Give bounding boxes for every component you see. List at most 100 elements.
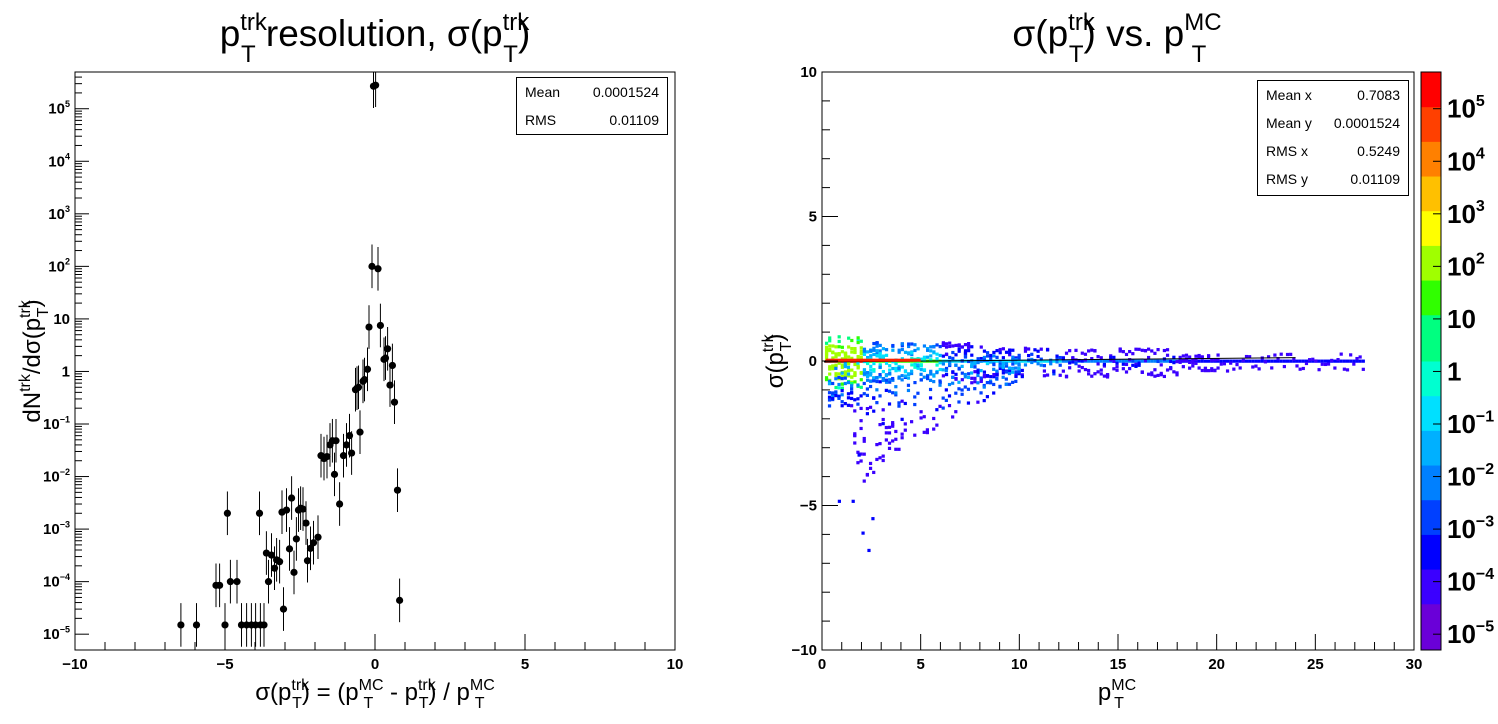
colorbar-band: [1421, 291, 1441, 304]
heatmap-cell: [954, 391, 958, 395]
heatmap-cell: [1251, 359, 1255, 363]
heatmap-cell: [1096, 359, 1100, 363]
heatmap-cell: [1055, 360, 1059, 364]
heatmap-cell: [872, 341, 876, 346]
heatmap-cell: [1206, 369, 1211, 373]
heatmap-cell: [906, 383, 911, 387]
heatmap-cell: [853, 350, 857, 354]
colorbar-band: [1421, 615, 1441, 628]
heatmap-cell: [960, 392, 964, 396]
right-x-tick-label: 15: [1110, 656, 1127, 673]
heatmap-cell: [1216, 366, 1220, 370]
heatmap-cell: [967, 349, 971, 353]
heatmap-cell: [916, 363, 920, 367]
heatmap-cell: [869, 371, 873, 375]
heatmap-cell: [1165, 359, 1170, 363]
heatmap-cell: [891, 366, 895, 371]
heatmap-cell: [1045, 373, 1050, 377]
heatmap-cell: [837, 372, 841, 376]
heatmap-cell: [875, 457, 879, 462]
heatmap-cell: [868, 379, 873, 383]
heatmap-cell: [982, 370, 987, 374]
colorbar-band: [1421, 361, 1441, 374]
heatmap-cell: [862, 347, 867, 351]
heatmap-cell: [1175, 371, 1179, 375]
heatmap-cell: [850, 338, 854, 343]
heatmap-cell: [1194, 354, 1198, 358]
heatmap-cell: [1301, 359, 1305, 363]
heatmap-cell: [891, 348, 895, 352]
heatmap-cell: [1361, 359, 1365, 363]
heatmap-cell: [1008, 368, 1012, 373]
heatmap-cell: [982, 355, 987, 360]
heatmap-cell: [1213, 369, 1217, 373]
heatmap-cell: [1140, 348, 1144, 352]
colorbar-band: [1421, 314, 1441, 327]
heatmap-cell: [1071, 356, 1075, 361]
heatmap-cell: [1266, 355, 1271, 359]
heatmap-peak-cells: [825, 358, 921, 362]
heatmap-cell: [1004, 364, 1009, 368]
heatmap-cell: [827, 398, 832, 402]
heatmap-cell: [866, 373, 870, 377]
heatmap-cell: [941, 342, 945, 346]
heatmap-cell: [888, 378, 892, 382]
heatmap-cell: [1244, 359, 1249, 363]
heatmap-cell: [1001, 364, 1005, 369]
heatmap-cell: [913, 362, 917, 366]
heatmap-cell: [903, 370, 908, 374]
colorbar-band: [1421, 337, 1441, 350]
data-point: [384, 345, 392, 353]
heatmap-cell: [1191, 364, 1195, 368]
heatmap-cell: [903, 350, 908, 354]
colorbar-band: [1421, 222, 1441, 235]
heatmap-cell: [910, 371, 914, 376]
heatmap-cell: [910, 352, 914, 357]
heatmap-cell: [960, 378, 964, 382]
heatmap-cell: [824, 378, 829, 382]
heatmap-cell: [1150, 373, 1154, 377]
heatmap-cell: [1225, 359, 1230, 363]
heatmap-cell: [850, 396, 854, 401]
heatmap-cell: [1273, 359, 1277, 363]
heatmap-cell: [1298, 367, 1302, 371]
heatmap-cell: [1289, 352, 1293, 356]
heatmap-cell: [992, 359, 996, 363]
data-point: [303, 557, 312, 565]
heatmap-cell: [1169, 359, 1173, 364]
heatmap-cell: [1188, 355, 1192, 359]
heatmap-cell: [875, 443, 879, 447]
heatmap-cell: [850, 382, 854, 386]
data-point: [396, 596, 404, 604]
heatmap-cell: [995, 349, 999, 353]
heatmap-cell: [935, 423, 939, 427]
heatmap-cell: [884, 425, 888, 430]
heatmap-cell: [1285, 359, 1290, 363]
heatmap-cell: [847, 369, 851, 373]
heatmap-cell: [897, 350, 901, 354]
heatmap-cell: [1077, 364, 1081, 368]
heatmap-cell: [1115, 365, 1119, 369]
heatmap-cell: [840, 363, 844, 367]
left-y-axis-label: dNtrk/dσ(ptrkT): [17, 299, 52, 422]
heatmap-cell: [1225, 369, 1230, 373]
heatmap-cell: [935, 371, 939, 375]
heatmap-cell: [1244, 354, 1249, 359]
heatmap-cell: [1087, 349, 1091, 353]
heatmap-cell: [1049, 362, 1053, 366]
heatmap-cell: [1257, 359, 1261, 363]
heatmap-cell: [1115, 359, 1119, 363]
heatmap-cell: [906, 376, 911, 380]
heatmap-cell: [834, 390, 838, 394]
colorbar-band: [1421, 638, 1441, 651]
heatmap-cell: [875, 344, 879, 348]
heatmap-cell: [824, 348, 829, 352]
heatmap-cell: [827, 395, 832, 399]
heatmap-cell: [1216, 353, 1220, 357]
heatmap-cell: [1266, 359, 1271, 363]
heatmap-cell: [992, 391, 996, 395]
heatmap-cell: [1087, 359, 1091, 363]
heatmap-cell: [824, 345, 829, 349]
left-y-tick-label: 104: [48, 152, 70, 171]
heatmap-cell: [1102, 359, 1107, 363]
